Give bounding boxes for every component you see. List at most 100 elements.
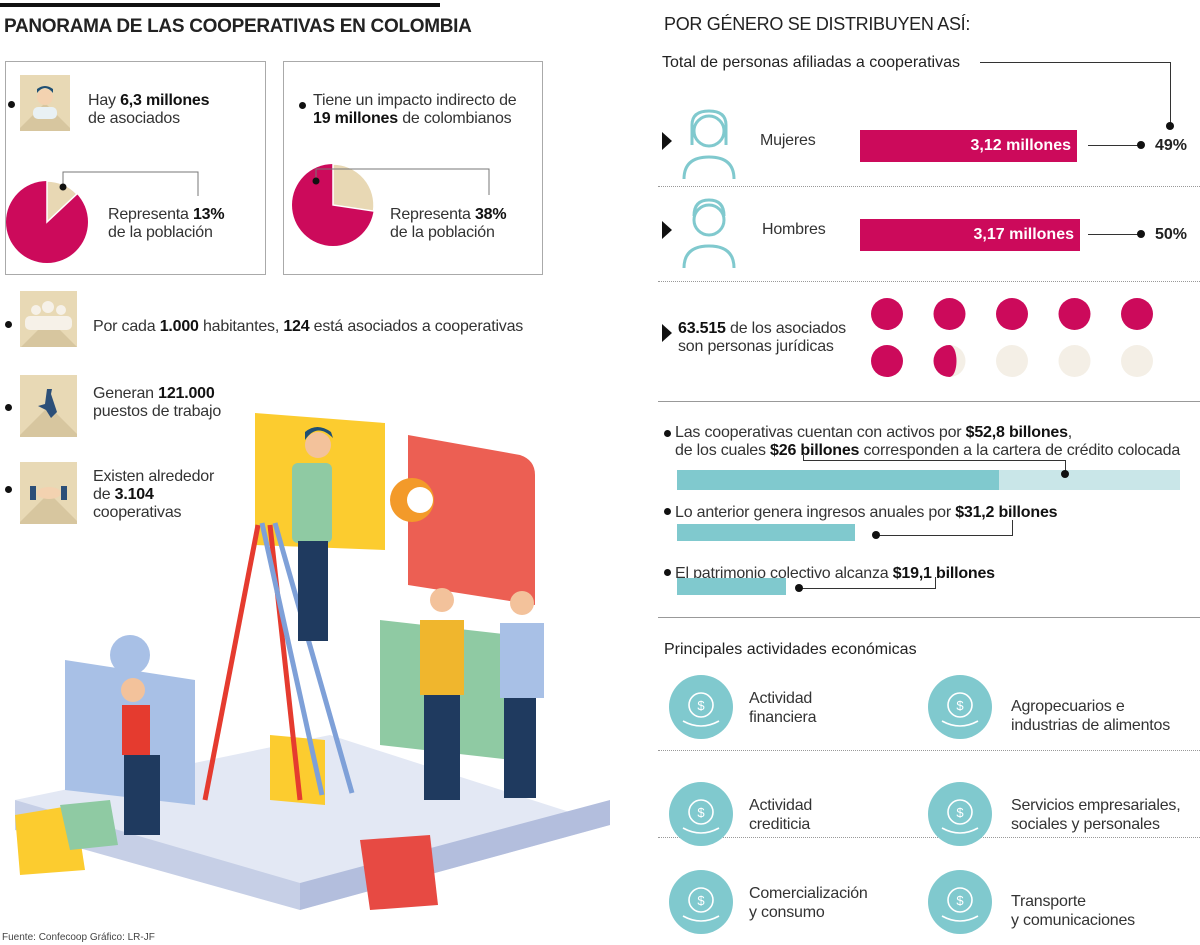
highlight-value: 6,3 millones: [120, 92, 210, 109]
text-segment: habitantes,: [198, 318, 284, 335]
group-icon: [20, 291, 77, 347]
page-title: PANORAMA DE LAS COOPERATIVAS EN COLOMBIA: [4, 16, 472, 37]
text-segment: Las cooperativas cuentan con activos por: [675, 424, 966, 441]
small-red-piece: [360, 835, 438, 910]
connector-line: [876, 535, 1012, 536]
coins-hand-icon: $: [669, 675, 733, 739]
asociados-box: [5, 61, 266, 275]
activity-label: Agropecuarios e industrias de alimentos: [1011, 698, 1171, 734]
activity-label: Comercialización y consumo: [749, 885, 868, 921]
shopping-icon: $: [669, 870, 733, 934]
activity-label: Actividad financiera: [749, 690, 817, 726]
text-segment: de la población: [390, 224, 495, 241]
connector-dot: [1166, 122, 1174, 130]
puzzle-knob: [110, 635, 150, 675]
highlight-value: $26 billones: [770, 442, 860, 459]
man-yellow-vest: [420, 588, 464, 800]
woman-icon: [682, 109, 736, 180]
connector-line: [980, 62, 1170, 63]
pie-slice-value: [332, 163, 375, 212]
habitantes-fact: Por cada 1.000 habitantes, 124 está asoc…: [93, 318, 523, 336]
man-blue: [500, 591, 544, 798]
connector-line: [803, 455, 804, 461]
waffle-dot: [996, 345, 1028, 377]
ladder-blue: [259, 522, 355, 796]
puzzle-hole: [407, 487, 433, 513]
connector-line: [1065, 460, 1066, 472]
text-segment: de colombianos: [397, 110, 512, 127]
gender-label: Hombres: [762, 221, 826, 238]
waffle-dot: [1121, 298, 1153, 330]
connector-dot: [1137, 230, 1145, 238]
waffle-dot-partial: [933, 345, 957, 377]
pie-connector: [315, 168, 490, 195]
divider: [658, 617, 1200, 618]
waffle-dot: [871, 345, 903, 377]
connector-dot: [59, 183, 67, 191]
svg-text:$: $: [956, 893, 964, 908]
ingresos-fact: Lo anterior genera ingresos anuales por …: [675, 504, 1058, 522]
bullet: [8, 101, 15, 108]
text-segment: de asociados: [88, 110, 180, 127]
handshake-icon: [20, 462, 77, 524]
man-on-ladder: [292, 427, 333, 641]
pie-label-13: Representa 13% de la población: [108, 206, 225, 242]
text-segment: Representa: [108, 206, 193, 223]
svg-text:$: $: [697, 893, 705, 908]
gear-dollar-icon: $: [928, 782, 992, 846]
divider: [658, 401, 1200, 402]
cartera-bar: [677, 470, 999, 490]
waffle-dot: [1121, 345, 1153, 377]
farm-icon: $: [928, 675, 992, 739]
highlight-value: 1.000: [159, 318, 199, 335]
waffle-dot: [996, 298, 1028, 330]
triangle-marker: [662, 221, 672, 239]
divider: [658, 281, 1200, 282]
text-segment: corresponden a la cartera de crédito col…: [859, 442, 1181, 459]
highlight-value: 124: [283, 318, 310, 335]
pie-chart-38: [292, 163, 490, 246]
connector-line: [799, 588, 935, 589]
woman-figure: [121, 678, 160, 835]
red-puzzle-piece: [408, 435, 535, 605]
juridicas-waffle: [871, 298, 1153, 377]
man-icon: [682, 198, 736, 269]
pie-connector: [62, 171, 199, 196]
text-segment: Por cada: [93, 318, 160, 335]
divider: [658, 186, 1200, 187]
text-segment: de los asociados son personas jurídicas: [678, 320, 846, 355]
connector-dot: [1137, 141, 1145, 149]
gender-percent: 50%: [1155, 226, 1188, 243]
person-icon: [20, 75, 70, 131]
divider: [658, 837, 1200, 838]
text-segment: Tiene un impacto indirecto de: [313, 92, 517, 109]
waffle-dot: [933, 298, 966, 330]
text-segment: puestos de trabajo: [93, 403, 222, 420]
highlight-value: $52,8 billones: [965, 424, 1068, 441]
activos-fact: Las cooperativas cuentan con activos por…: [675, 424, 1180, 460]
puzzle-illustration: [15, 413, 610, 910]
text-segment: Hay: [88, 92, 121, 109]
empleos-fact: Generan 121.000 puestos de trabajo: [93, 385, 221, 421]
bullet: [664, 430, 671, 437]
cooperativas-fact: Existen alrededor de 3.104 cooperativas: [93, 468, 214, 522]
gender-bar: 3,12 millones: [860, 130, 1077, 162]
highlight-value: 19 millones: [313, 110, 398, 127]
connector-dot: [1061, 470, 1069, 478]
highlight-value: 121.000: [158, 385, 215, 402]
text-segment: Representa: [390, 206, 475, 223]
triangle-marker: [662, 132, 672, 150]
waffle-dot: [1058, 298, 1091, 330]
connector-line: [1012, 520, 1013, 536]
highlight-value: 13%: [192, 206, 225, 223]
divider: [658, 750, 1200, 751]
connector-line: [1088, 145, 1140, 146]
activities-title: Principales actividades económicas: [664, 641, 917, 658]
activity-label: Actividad crediticia: [749, 797, 813, 833]
truck-phone-icon: $: [928, 870, 992, 934]
source-footer: Fuente: Confecoop Gráfico: LR-JF: [2, 932, 155, 943]
pie-label-38: Representa 38% de la población: [390, 206, 507, 242]
ingresos-bar: [677, 524, 856, 541]
gender-bar: 3,17 millones: [860, 219, 1080, 251]
bullet: [5, 486, 12, 493]
